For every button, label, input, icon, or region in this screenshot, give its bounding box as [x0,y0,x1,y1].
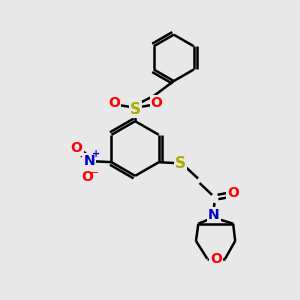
Text: O: O [210,252,222,266]
Text: S: S [175,156,186,171]
Text: O: O [227,186,239,200]
Text: N: N [208,208,220,222]
Text: +: + [92,149,100,159]
Text: −: − [89,168,99,178]
Text: N: N [83,154,95,168]
Text: S: S [130,102,141,117]
Text: O: O [81,170,93,184]
Text: O: O [108,96,120,110]
Text: O: O [151,96,163,110]
Text: O: O [71,141,82,155]
